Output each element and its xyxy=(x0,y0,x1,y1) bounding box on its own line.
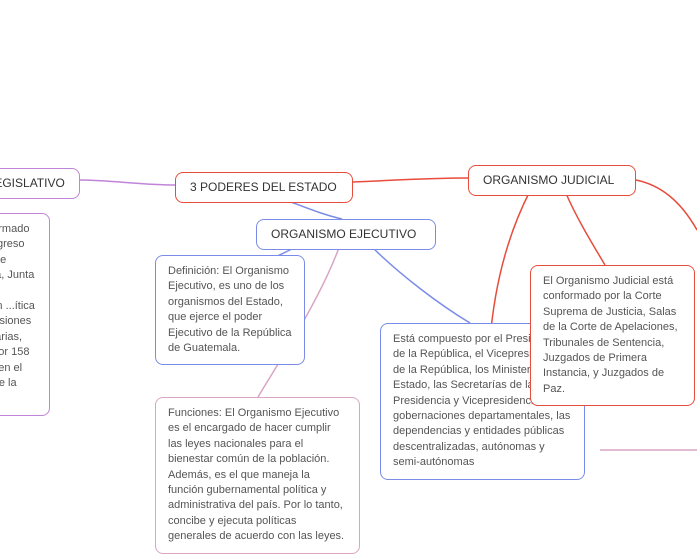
node-root-label: 3 PODERES DEL ESTADO xyxy=(190,180,337,194)
node-legislativo-label: ...MO LEGISLATIVO xyxy=(0,176,65,190)
node-legislativo-body[interactable]: ...á conformado ... el Congreso ...ciona… xyxy=(0,213,50,416)
node-ejecutivo-def[interactable]: Definición: El Organismo Ejecutivo, es u… xyxy=(155,255,305,365)
node-legislativo-body-text: ...á conformado ... el Congreso ...ciona… xyxy=(0,223,35,404)
node-ejecutivo-label: ORGANISMO EJECUTIVO xyxy=(271,227,416,241)
node-legislativo[interactable]: ...MO LEGISLATIVO xyxy=(0,168,80,199)
node-ejecutivo[interactable]: ORGANISMO EJECUTIVO xyxy=(256,219,436,250)
node-ejecutivo-func[interactable]: Funciones: El Organismo Ejecutivo es el … xyxy=(155,397,360,554)
node-judicial-body[interactable]: El Organismo Judicial está conformado po… xyxy=(530,265,695,406)
node-judicial[interactable]: ORGANISMO JUDICIAL xyxy=(468,165,636,196)
node-judicial-label: ORGANISMO JUDICIAL xyxy=(483,173,614,187)
node-root[interactable]: 3 PODERES DEL ESTADO xyxy=(175,172,353,203)
node-ejecutivo-func-text: Funciones: El Organismo Ejecutivo es el … xyxy=(168,407,344,542)
node-judicial-body-text: El Organismo Judicial está conformado po… xyxy=(543,275,678,395)
node-ejecutivo-def-text: Definición: El Organismo Ejecutivo, es u… xyxy=(168,265,292,354)
